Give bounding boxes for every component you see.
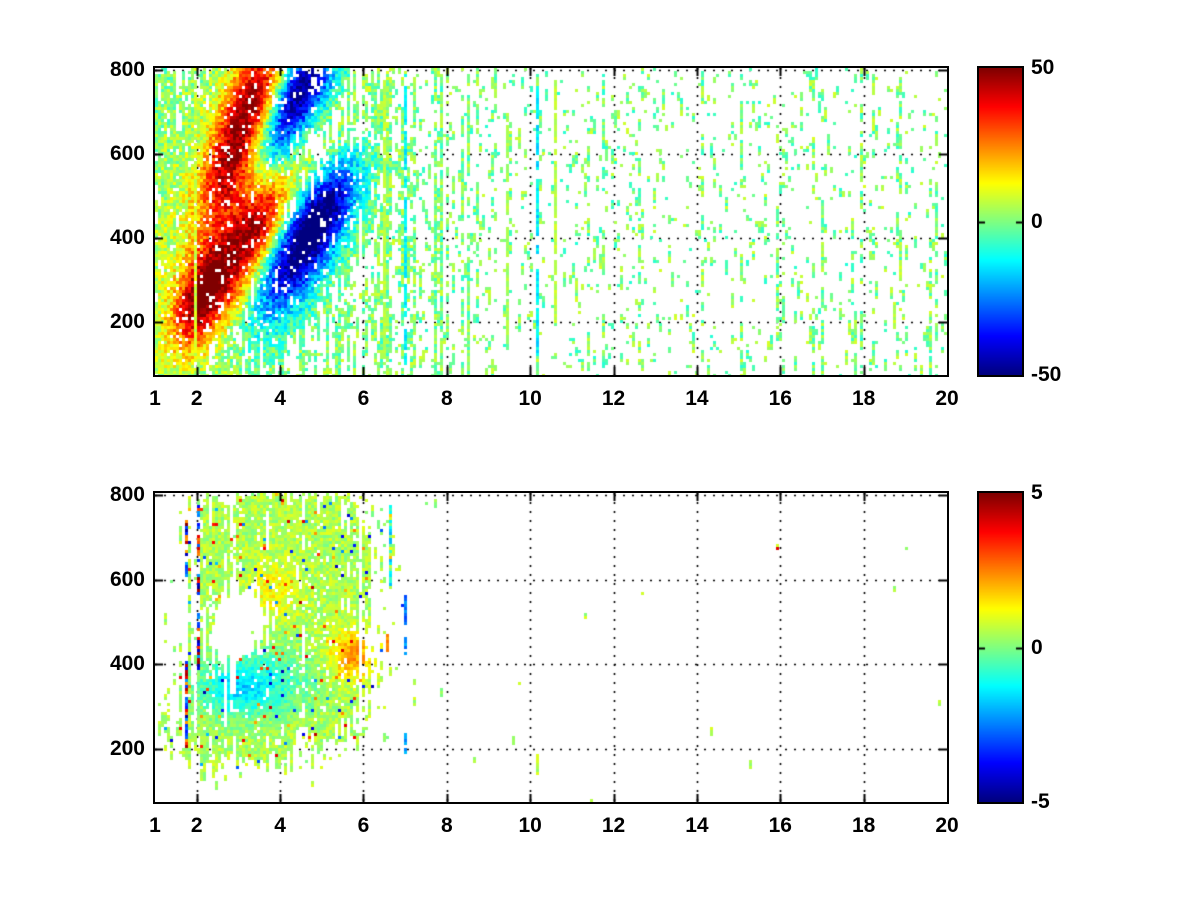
y-tick-label: 200: [109, 310, 145, 334]
x-tick-label: 1: [149, 387, 161, 410]
x-tick-label: 18: [851, 814, 876, 837]
colorbar-tick-label: -5: [1031, 790, 1050, 813]
top-heatmap-canvas: [153, 66, 949, 377]
colorbar-tick-label: 0: [1031, 635, 1043, 659]
y-tick-label: 800: [109, 58, 145, 82]
x-tick-label: 14: [685, 387, 709, 410]
y-tick-label: 800: [109, 483, 145, 507]
bottom-colorbar-canvas: [977, 491, 1024, 804]
x-tick-label: 1: [149, 814, 161, 837]
colorbar-tick-label: 0: [1031, 209, 1043, 233]
x-tick-label: 8: [440, 814, 453, 837]
x-tick-label: 16: [768, 387, 792, 410]
x-tick-label: 16: [768, 814, 792, 837]
colorbar-tick-label: 50: [1031, 56, 1055, 79]
x-tick-label: 20: [935, 387, 959, 410]
x-tick-label: 10: [518, 387, 542, 410]
x-tick-label: 14: [685, 814, 709, 837]
y-tick-label: 400: [109, 652, 145, 676]
x-tick-label: 4: [274, 387, 286, 410]
x-tick-label: 2: [190, 814, 203, 837]
y-tick-label: 400: [109, 226, 145, 250]
x-tick-label: 4: [274, 814, 286, 837]
y-tick-label: 600: [109, 142, 145, 166]
x-tick-label: 12: [601, 814, 626, 837]
x-tick-label: 18: [851, 387, 876, 410]
y-tick-label: 200: [109, 737, 145, 761]
x-tick-label: 12: [601, 387, 626, 410]
x-tick-label: 20: [935, 814, 959, 837]
x-tick-label: 8: [440, 387, 453, 410]
top-colorbar-canvas: [977, 66, 1024, 377]
colorbar-tick-label: -50: [1031, 363, 1062, 386]
colorbar-tick-label: 5: [1031, 481, 1043, 504]
bottom-heatmap-canvas: [153, 491, 949, 804]
x-tick-label: 2: [190, 387, 203, 410]
x-tick-label: 6: [357, 387, 370, 410]
y-tick-label: 600: [109, 567, 145, 591]
x-tick-label: 10: [518, 814, 542, 837]
x-tick-label: 6: [357, 814, 370, 837]
